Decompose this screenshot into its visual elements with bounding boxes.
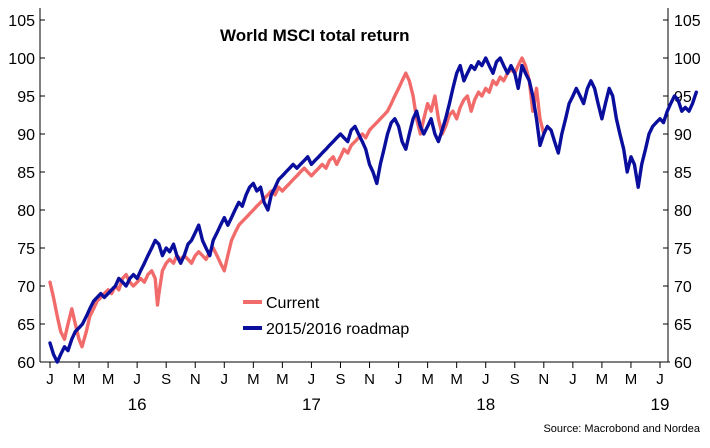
source-note: Source: Macrobond and Nordea (543, 423, 700, 435)
x-tick-label: S (161, 371, 171, 388)
y-axis-left: 60 65 70 75 80 85 90 95 100 105 (8, 13, 45, 372)
x-tick-label: M (625, 371, 638, 388)
y-tick-label-left: 70 (17, 279, 35, 296)
x-tick-label: J (133, 371, 141, 388)
x-tick-label: M (596, 371, 609, 388)
x-tick-label: J (221, 371, 229, 388)
x-tick-label: S (510, 371, 520, 388)
x-tick-label: S (335, 371, 345, 388)
x-tick-label: M (247, 371, 260, 388)
x-tick-label: J (395, 371, 403, 388)
x-tick-label: J (482, 371, 490, 388)
y-tick-label-right: 65 (674, 317, 692, 334)
y-tick-label-left: 60 (17, 355, 35, 372)
y-tick-label-right: 60 (674, 355, 692, 372)
year-label: 18 (476, 395, 495, 414)
x-tick-label: M (276, 371, 289, 388)
y-tick-label-left: 105 (8, 13, 35, 30)
x-tick-label: J (656, 371, 664, 388)
x-tick-label: J (569, 371, 577, 388)
y-tick-label-right: 80 (674, 203, 692, 220)
legend-label-roadmap: 2015/2016 roadmap (266, 321, 409, 338)
x-tick-label: J (46, 371, 54, 388)
y-tick-label-left: 95 (17, 89, 35, 106)
y-tick-label-right: 75 (674, 241, 692, 258)
x-axis: J M M J S N J M M J S N J M M J S N J M M J16 17 18 19 (46, 362, 669, 414)
series-group (48, 56, 698, 364)
y-tick-label-left: 100 (8, 51, 35, 68)
x-tick-label: J (308, 371, 316, 388)
series-line-roadmap (48, 56, 698, 364)
y-tick-label-right: 70 (674, 279, 692, 296)
y-tick-label-left: 90 (17, 127, 35, 144)
y-tick-label-right: 85 (674, 165, 692, 182)
legend-label-current: Current (266, 295, 320, 312)
x-tick-label: M (421, 371, 434, 388)
y-tick-label-right: 100 (674, 51, 701, 68)
chart-title: World MSCI total return (220, 26, 410, 45)
y-tick-label-left: 80 (17, 203, 35, 220)
x-tick-label: M (73, 371, 86, 388)
y-tick-label-right: 105 (674, 13, 701, 30)
x-tick-label: N (190, 371, 201, 388)
y-tick-label-left: 75 (17, 241, 35, 258)
x-tick-label: M (450, 371, 463, 388)
series-line-current (48, 56, 546, 349)
y-tick-label-left: 65 (17, 317, 35, 334)
year-label: 19 (651, 395, 670, 414)
x-tick-label: N (538, 371, 549, 388)
year-label: 16 (128, 395, 147, 414)
x-tick-label: M (102, 371, 115, 388)
legend: Current 2015/2016 roadmap (243, 295, 409, 338)
x-tick-label: N (364, 371, 375, 388)
y-tick-label-right: 90 (674, 127, 692, 144)
year-label: 17 (302, 395, 321, 414)
y-tick-label-left: 85 (17, 165, 35, 182)
